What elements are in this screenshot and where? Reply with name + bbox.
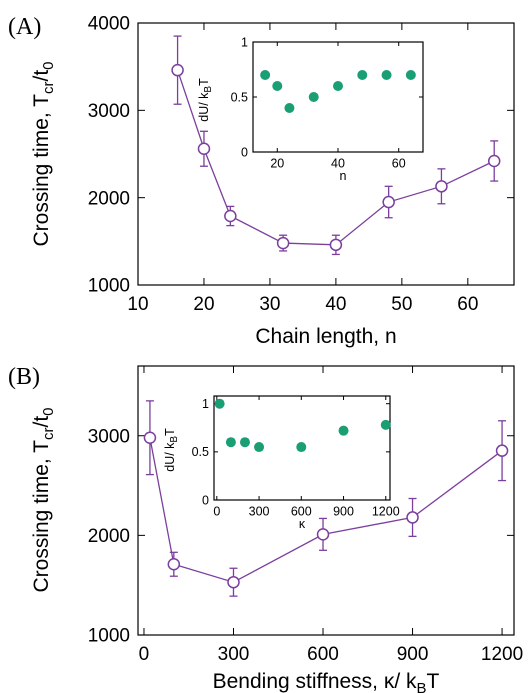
panel-b-inset-xtick-label: 600 — [291, 505, 312, 519]
panel-b-ytick-label: 3000 — [88, 426, 130, 447]
panel-a-ytick-label: 1000 — [88, 276, 130, 297]
panel-b-xtick-label: 900 — [397, 644, 429, 665]
panel-a-inset-xtick-label: 60 — [392, 157, 406, 171]
panel-b-data-point — [316, 528, 330, 541]
panel-b-inset-data-point — [214, 398, 225, 409]
panel-a-inset-data-point — [260, 70, 271, 80]
panel-b-inset-data-point — [239, 437, 250, 448]
panel-b-series-line — [149, 437, 503, 583]
panel-b-inset-x-axis: 0 300 600 900 1200 — [213, 396, 400, 519]
panel-a-ytick-label: 4000 — [88, 14, 130, 35]
panel-b-inset-data-point — [338, 425, 349, 436]
panel-a-label: (A) — [8, 14, 41, 40]
panel-a-data-point — [329, 238, 343, 252]
panel-a-data-point — [435, 180, 448, 193]
panel-b-xtick-label: 300 — [218, 644, 250, 665]
panel-b-data-point — [406, 511, 419, 524]
panel-a-inset-data-point — [308, 92, 319, 102]
panel-a-xtick-label: 20 — [193, 294, 214, 315]
panel-b-xtick-label: 0 — [139, 644, 150, 665]
panel-a-y-axis: 1000 2000 3000 4000 — [88, 14, 514, 297]
panel-b-inset-ytick-label: 0.5 — [192, 445, 209, 459]
panel-b-inset-xtick-label: 0 — [213, 505, 220, 519]
panel-a-xtick-label: 50 — [391, 294, 412, 315]
panel-b-inset-xtick-label: 1200 — [372, 505, 400, 519]
panel-a-ytick-label: 3000 — [88, 101, 130, 122]
panel-a-x-axis-label: Chain length, n — [255, 325, 396, 348]
panel-a-inset-series — [260, 70, 416, 113]
panel-b-inset-data-point — [225, 437, 236, 448]
panel-a-inset: 00.51 20 40 60 n dU/ kBT — [197, 35, 424, 183]
panel-b-inset: 00.51 0 300 600 900 1200 κ dU/ kBT — [163, 395, 400, 531]
panel-b-inset-data-point — [380, 419, 391, 430]
panel-a-y-axis-label: Crossing time, Tcr/t0 — [30, 61, 57, 246]
panel-b-inset-ytick-label: 1 — [202, 397, 209, 411]
panel-a-inset-x-axis: 20 40 60 — [270, 42, 406, 171]
panel-a-inset-xtick-label: 20 — [270, 157, 284, 171]
panel-b-y-axis-label: Crossing time, Tcr/t0 — [30, 407, 57, 592]
panel-b-inset-x-label: κ — [299, 517, 306, 531]
panel-b-inset-data-point — [296, 442, 307, 453]
panel-b-series — [143, 400, 509, 597]
panel-b-inset-ytick-label: 0 — [202, 493, 209, 507]
panel-b-x-axis: 0 300 600 900 1200 — [139, 366, 523, 665]
panel-a-inset-data-point — [405, 70, 416, 80]
panel-b-inset-xtick-label: 900 — [333, 505, 354, 519]
panel-b-plot-frame — [137, 365, 515, 636]
panel-a-data-point — [224, 209, 237, 223]
panel-a-series-line — [176, 69, 495, 246]
panel-b-inset-frame — [213, 395, 391, 501]
panel-a-ytick-label: 2000 — [88, 188, 130, 209]
panel-b-data-point — [495, 444, 509, 457]
panel-a-inset-x-label: n — [340, 169, 347, 183]
panel-a-inset-ytick-label: 0 — [241, 145, 248, 159]
panel-a-inset-data-point — [333, 81, 343, 91]
panel-a-xtick-label: 30 — [259, 294, 280, 315]
panel-b-inset-data-point — [254, 442, 265, 453]
panel-a-data-point — [276, 236, 290, 250]
panel-a-inset-y-axis: 00.51 — [231, 35, 423, 159]
panel-a-data-point — [171, 63, 184, 77]
panel-a-plot-frame — [137, 22, 515, 286]
panel-b-data-point — [167, 558, 181, 571]
panel-b-inset-xtick-label: 300 — [249, 505, 270, 519]
panel-a-x-axis: 10 20 30 40 50 60 — [127, 23, 478, 315]
panel-a-data-point — [487, 154, 501, 168]
panel-a-data-point — [382, 195, 395, 209]
panel-a-inset-ytick-label: 1 — [241, 35, 248, 49]
panel-b-label: (B) — [8, 364, 40, 390]
panel-a-xtick-label: 60 — [457, 294, 478, 315]
panel-a-inset-y-label: dU/ kBT — [197, 78, 214, 122]
panel-a-data-point — [197, 142, 211, 156]
panel-a-inset-bg — [253, 42, 423, 152]
panel-b-xtick-label: 1200 — [481, 644, 523, 665]
panel-a-inset-data-point — [272, 81, 283, 91]
panel-a-inset-xtick-label: 40 — [331, 157, 345, 171]
panel-b-x-axis-label: Bending stiffness, κ/ kBT — [213, 670, 440, 693]
panel-a-xtick-label: 10 — [127, 294, 148, 315]
panel-b-inset-y-label: dU/ kBT — [163, 428, 180, 472]
panel-b-inset-y-axis: 00.51 — [192, 397, 390, 507]
panel-b-data-point — [143, 431, 157, 444]
panel-b-xtick-label: 600 — [307, 644, 339, 665]
panel-a-inset-data-point — [357, 70, 368, 80]
panel-b-ytick-label: 1000 — [88, 626, 130, 647]
panel-a-inset-data-point — [284, 103, 295, 113]
panel-b-ytick-label: 2000 — [88, 526, 130, 547]
panel-a-xtick-label: 40 — [325, 294, 346, 315]
panel-a-inset-ytick-label: 0.5 — [231, 90, 248, 104]
panel-b-inset-series — [214, 398, 391, 453]
panel-a-series — [171, 35, 501, 256]
panel-b-data-point — [227, 575, 240, 589]
panel-a-inset-data-point — [381, 70, 392, 80]
